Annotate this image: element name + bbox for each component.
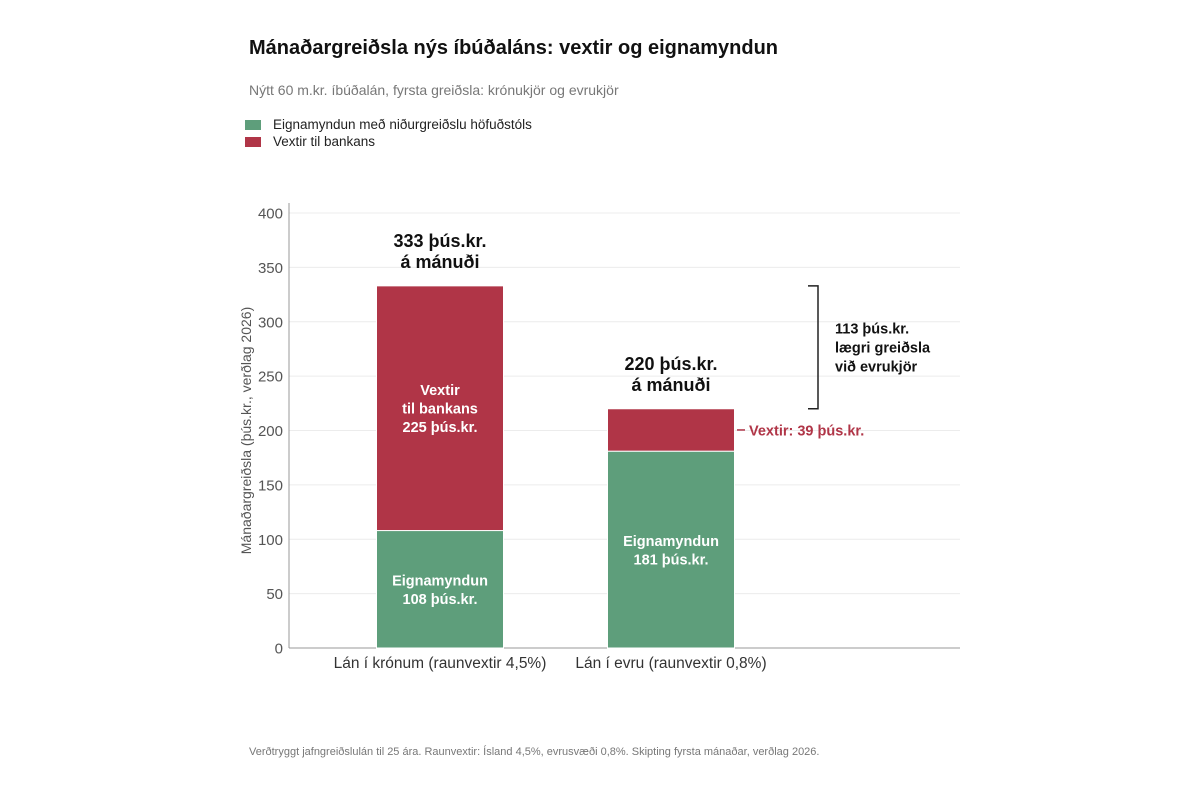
bar-segment [607, 408, 735, 452]
legend: Eignamyndun með niðurgreiðslu höfuðstóls… [245, 116, 532, 150]
legend-swatch-principal [245, 119, 261, 130]
x-tick-label: Lán í evru (raunvextir 0,8%) [575, 655, 766, 672]
difference-label: 113 þús.kr. [835, 321, 909, 337]
bar-segment-label: til bankans [402, 402, 478, 418]
difference-label: við evrukjör [835, 359, 918, 375]
bar-segment-label: 225 þús.kr. [403, 420, 478, 436]
chart-title: Mánaðargreiðsla nýs íbúðaláns: vextir og… [249, 37, 779, 59]
bar-total-label: á mánuði [400, 252, 479, 272]
bar-segment-label: 108 þús.kr. [403, 592, 478, 608]
bar-segment-label: 181 þús.kr. [634, 552, 709, 568]
y-tick-label: 100 [258, 532, 283, 549]
bar-segment [376, 530, 504, 649]
y-tick-label: 150 [258, 477, 283, 494]
bar-total-label: 333 þús.kr. [393, 231, 486, 251]
y-tick-label: 400 [258, 206, 283, 223]
x-tick-label: Lán í krónum (raunvextir 4,5%) [334, 655, 547, 672]
legend-item-principal: Eignamyndun með niðurgreiðslu höfuðstóls [245, 116, 532, 133]
bar-total-label: 220 þús.kr. [624, 354, 717, 374]
legend-swatch-interest [245, 136, 261, 147]
footnote: Verðtryggt jafngreiðslulán til 25 ára. R… [249, 746, 820, 758]
y-tick-label: 350 [258, 260, 283, 277]
bar-segment [607, 450, 735, 649]
legend-item-interest: Vextir til bankans [245, 133, 532, 150]
legend-label-interest: Vextir til bankans [273, 134, 376, 149]
y-tick-label: 300 [258, 314, 283, 331]
difference-label: lægri greiðsla [835, 340, 931, 356]
bar-segment-label: Eignamyndun [623, 534, 719, 550]
y-tick-label: 250 [258, 369, 283, 386]
bar-segment-label: Vextir [420, 383, 460, 399]
y-tick-label: 200 [258, 423, 283, 440]
legend-label-principal: Eignamyndun með niðurgreiðslu höfuðstóls [273, 117, 532, 132]
y-tick-label: 0 [275, 641, 283, 658]
y-tick-label: 50 [266, 586, 283, 603]
y-axis-title: Mánaðargreiðsla (þús.kr., verðlag 2026) [238, 307, 254, 554]
bar-total-label: á mánuði [631, 375, 710, 395]
bar-segment [376, 285, 504, 532]
bar-segment-label: Eignamyndun [392, 574, 488, 590]
interest-callout-label: Vextir: 39 þús.kr. [749, 423, 864, 439]
chart-subtitle: Nýtt 60 m.kr. íbúðalán, fyrsta greiðsla:… [249, 82, 619, 98]
difference-bracket [808, 285, 819, 410]
